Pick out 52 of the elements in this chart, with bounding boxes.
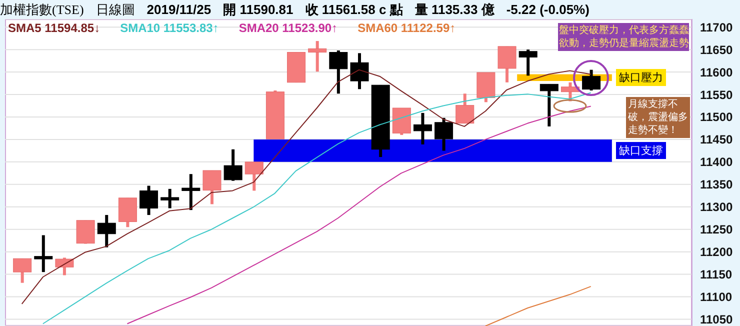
candlestick <box>76 220 95 244</box>
text: SMA20 11523.90↑ <box>238 21 338 35</box>
y-tick-label: 11200 <box>700 245 734 260</box>
y-tick-label: 11650 <box>700 42 734 57</box>
text: 收 11561.58 c 點 <box>305 0 403 18</box>
text: SMA60 11122.59↑ <box>358 21 456 35</box>
candlestick <box>140 186 158 215</box>
candlestick <box>160 188 180 208</box>
y-tick-label: 11350 <box>700 178 734 192</box>
candlestick <box>224 149 242 181</box>
text: -5.22 (-0.05%) <box>506 2 590 17</box>
text: 月線支撐不破，震盪偏多走勢不變！ <box>626 97 690 138</box>
candlestick <box>13 258 32 283</box>
y-tick-label: 11700 <box>700 20 734 34</box>
line-series <box>126 106 592 324</box>
text: 2019/11/25 <box>146 2 212 17</box>
band-label: 缺口支撐 <box>616 142 666 159</box>
y-tick-label: 11100 <box>700 290 732 304</box>
chart-title: 加權指數(TSE) <box>0 0 84 18</box>
y-tick-label: 11250 <box>700 222 734 237</box>
text: SMA5 11594.85↓ <box>8 21 100 35</box>
candlestick <box>498 46 516 82</box>
line-series <box>484 286 592 326</box>
candlestick <box>308 41 327 72</box>
band-label: 缺口壓力 <box>616 68 666 86</box>
y-tick-label: 11450 <box>700 132 734 147</box>
candlestick <box>540 84 558 126</box>
text: SMA10 11553.83↑ <box>120 21 219 35</box>
y-tick-label: 11500 <box>700 110 734 124</box>
chart-subtitle: 日線圖 <box>96 0 135 18</box>
text: 量 1135.33 億 <box>414 0 494 18</box>
y-tick-label: 11300 <box>700 200 734 214</box>
text: 開 11590.81 <box>223 0 294 18</box>
candlestick <box>34 235 53 272</box>
y-tick-label: 11150 <box>700 268 732 282</box>
annotation: 盤中突破壓力，代表多方蠢蠢欲動，走勢仍是量縮震盪走勢 <box>558 23 689 51</box>
candlestick <box>456 94 474 124</box>
candlestick <box>182 174 200 210</box>
candlestick <box>97 214 116 248</box>
candlestick <box>582 70 601 90</box>
candlestick <box>413 112 432 144</box>
y-tick-label: 11600 <box>700 65 734 80</box>
candlestick <box>244 162 264 191</box>
y-tick-label: 11400 <box>700 155 734 170</box>
y-tick-label: 11550 <box>700 88 734 102</box>
y-tick-label: 11050 <box>700 312 734 326</box>
candlestick <box>350 53 369 90</box>
candlestick <box>118 198 137 228</box>
candlestick <box>434 118 454 151</box>
candlestick <box>329 50 348 94</box>
candlestick <box>518 50 538 76</box>
candlestick <box>202 170 222 204</box>
